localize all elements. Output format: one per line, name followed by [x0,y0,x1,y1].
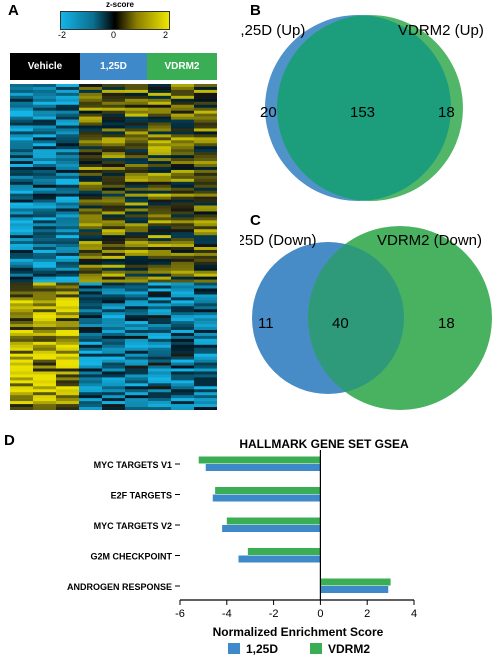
zscore-tick-mid: 0 [111,30,117,40]
legend-swatch [228,643,240,654]
venn-up-overlap [277,15,451,201]
bar-125d [238,555,321,563]
panel-b-label: B [250,2,261,19]
venn-down-left-only: 11 [258,315,274,332]
venn-down: 1,25D (Down) VDRM2 (Down) 11 40 18 [240,226,492,410]
x-axis-label: Normalized Enrichment Score [213,625,384,639]
venn-up-left-label: 1,25D (Up) [240,22,305,39]
venn-up-right-label: VDRM2 (Up) [398,22,484,39]
venn-up-right-only: 18 [438,104,455,121]
category-label: E2F TARGETS [111,491,172,501]
venn-up-left-only: 20 [260,104,277,121]
group-125d: 1,25D [80,53,147,80]
group-vehicle: Vehicle [10,53,80,80]
venn-up-both: 153 [350,104,375,121]
panel-c-label: C [250,212,261,229]
legend-swatch [310,643,322,654]
x-tick-label: 0 [317,608,323,620]
bar-125d [205,464,321,471]
bar-vdrm2 [320,578,391,586]
venn-down-both: 40 [332,315,349,332]
x-tick-label: -4 [222,608,232,620]
zscore-colorbar [60,11,170,30]
zscore-tick-min: -2 [58,30,67,40]
venn-down-overlap [308,242,404,394]
category-label: MYC TARGETS V1 [94,460,172,470]
group-vdrm2: VDRM2 [147,53,217,80]
heatmap-matrix [10,84,217,410]
venn-down-right-label: VDRM2 (Down) [377,232,482,249]
x-tick-label: 2 [364,608,370,620]
legend-label: 1,25D [246,642,278,656]
bar-vdrm2 [226,517,321,525]
venn-down-left-label: 1,25D (Down) [240,232,317,249]
bar-vdrm2 [247,548,321,555]
x-tick-label: -6 [175,608,185,620]
zscore-title: z-score [105,0,134,9]
legend-label: VDRM2 [328,642,370,656]
bar-125d [320,586,389,593]
zscore-tick-max: 2 [163,30,169,40]
category-label: G2M CHECKPOINT [90,552,172,562]
bar-125d [212,494,321,502]
venn-down-right-only: 18 [438,315,455,332]
bar-vdrm2 [198,456,321,464]
venn-up: 1,25D (Up) VDRM2 (Up) 20 153 18 [240,15,484,201]
bar-vdrm2 [215,487,321,494]
panel-d-label: D [4,432,15,449]
gsea-chart: HALLMARK GENE SET GSEA MYC TARGETS V1 E2F… [67,437,417,656]
panel-a-label: A [8,2,19,19]
category-label: MYC TARGETS V2 [94,521,172,531]
x-tick-label: 4 [411,608,417,620]
category-label: ANDROGEN RESPONSE [67,582,172,592]
bar-125d [222,525,321,532]
x-tick-label: -2 [269,608,279,620]
chart-title: HALLMARK GENE SET GSEA [239,437,409,451]
